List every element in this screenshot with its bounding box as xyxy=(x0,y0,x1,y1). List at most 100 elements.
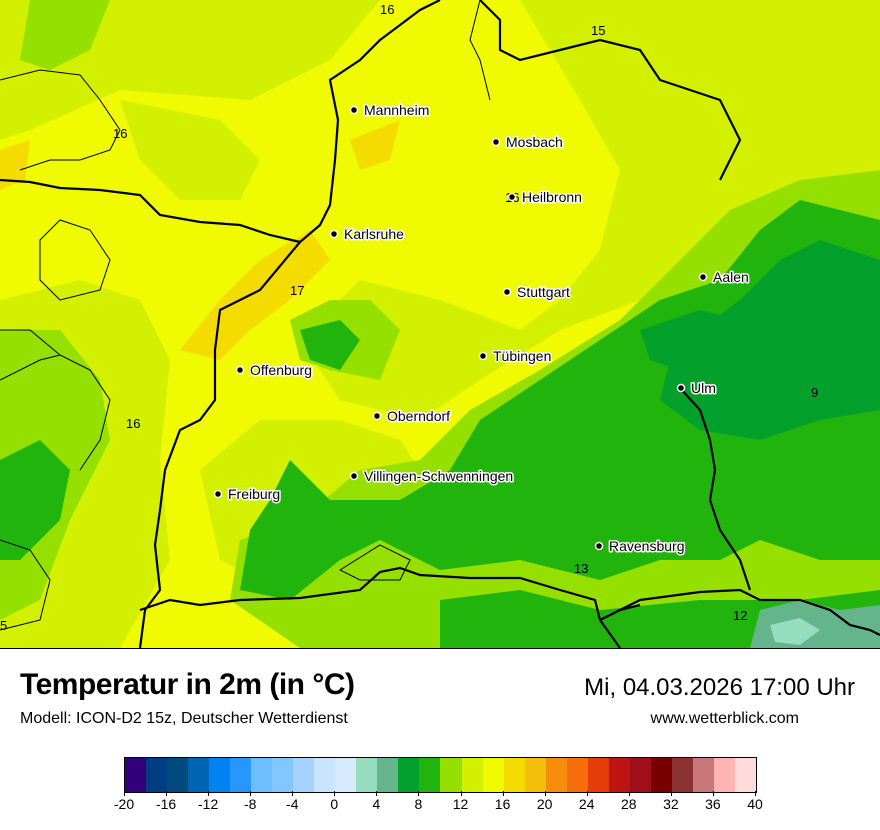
legend-tick-mark xyxy=(544,791,546,796)
legend-swatch xyxy=(587,758,609,792)
legend-swatch xyxy=(545,758,567,792)
legend-swatch xyxy=(398,758,420,792)
legend-tick-label: 40 xyxy=(747,796,763,812)
legend-tick-label: 36 xyxy=(705,796,721,812)
city-label: Aalen xyxy=(713,269,749,285)
legend-swatch xyxy=(377,758,399,792)
city-label: Villingen-Schwenningen xyxy=(364,468,513,484)
city-label: Freiburg xyxy=(228,486,280,502)
legend-swatch xyxy=(524,758,546,792)
isotherm-label: 12 xyxy=(733,608,747,623)
legend-tick-mark xyxy=(628,791,630,796)
website-link[interactable]: www.wetterblick.com xyxy=(650,710,799,727)
isotherm-label: 17 xyxy=(290,283,304,298)
legend-swatch xyxy=(251,758,273,792)
legend-swatch xyxy=(230,758,252,792)
legend-tick-mark xyxy=(460,791,462,796)
legend-tick-mark xyxy=(334,791,336,796)
city-dot xyxy=(507,192,517,202)
legend-tick-label: -16 xyxy=(155,796,177,812)
legend-tick-label: -4 xyxy=(286,796,299,812)
legend-tick-label: 24 xyxy=(578,796,595,812)
legend-tick-mark xyxy=(418,791,420,796)
legend-swatch xyxy=(440,758,462,792)
city-label: Tübingen xyxy=(493,348,551,364)
legend-swatch xyxy=(734,758,756,792)
city-dot xyxy=(349,471,359,481)
isotherm-label: 9 xyxy=(811,385,818,400)
legend-tick-mark xyxy=(670,791,672,796)
city-label: Stuttgart xyxy=(517,284,570,300)
city-label: Heilbronn xyxy=(522,189,582,205)
forecast-datetime: Mi, 04.03.2026 17:00 Uhr xyxy=(584,674,855,701)
city-label: Ulm xyxy=(691,380,716,396)
legend-tick-label: 12 xyxy=(452,796,469,812)
legend-tick-label: 0 xyxy=(330,796,339,812)
legend-tick-label: 20 xyxy=(536,796,553,812)
city-label: Mosbach xyxy=(506,134,563,150)
city-dot xyxy=(491,137,501,147)
city-dot xyxy=(698,272,708,282)
legend-swatch xyxy=(419,758,441,792)
legend-swatch xyxy=(146,758,168,792)
legend-tick-label: -20 xyxy=(113,796,135,812)
city-dot xyxy=(329,229,339,239)
city-label: Oberndorf xyxy=(387,408,450,424)
temperature-map[interactable]: 16 15 16 16 17 16 9 13 12 5 Mannheim Mosb… xyxy=(0,0,880,649)
legend-swatch xyxy=(314,758,336,792)
isotherm-label: 13 xyxy=(574,561,588,576)
isotherm-label: 16 xyxy=(380,2,394,17)
city-dot xyxy=(594,541,604,551)
legend-swatch xyxy=(566,758,588,792)
legend-swatch xyxy=(356,758,378,792)
legend-tick-label: 16 xyxy=(494,796,511,812)
legend-tick-label: -12 xyxy=(198,796,219,812)
city-label: Ravensburg xyxy=(609,538,685,554)
isotherm-label: 16 xyxy=(126,416,140,431)
legend-swatch xyxy=(713,758,735,792)
legend-swatch xyxy=(209,758,231,792)
city-dot xyxy=(213,489,223,499)
legend-tick-mark xyxy=(208,791,210,796)
city-dot xyxy=(349,105,359,115)
model-info: Modell: ICON-D2 15z, Deutscher Wetterdie… xyxy=(20,710,348,727)
isotherm-labels: 16 15 16 16 17 16 9 13 12 5 xyxy=(0,2,818,633)
legend-swatch xyxy=(650,758,672,792)
city-markers: Mannheim Mosbach Heilbronn Karlsruhe Aalen St… xyxy=(213,101,750,556)
legend-swatch xyxy=(272,758,294,792)
legend-tick-label: 28 xyxy=(621,796,637,812)
legend-swatch xyxy=(692,758,714,792)
city-dot xyxy=(502,287,512,297)
legend-swatch xyxy=(671,758,693,792)
city-label: Mannheim xyxy=(364,102,429,118)
legend-tick-mark xyxy=(124,791,125,796)
legend-swatch xyxy=(461,758,483,792)
legend-swatch xyxy=(629,758,651,792)
legend-tick-mark xyxy=(586,791,588,796)
legend-tick-mark xyxy=(502,791,504,796)
city-label: Offenburg xyxy=(250,362,312,378)
city-dot xyxy=(676,383,686,393)
legend-tick-label: -8 xyxy=(243,796,257,812)
legend-tick-mark xyxy=(166,791,168,796)
legend-swatch xyxy=(188,758,210,792)
isotherm-label: 16 xyxy=(113,126,127,141)
city-label: Karlsruhe xyxy=(344,226,404,242)
map-title: Temperatur in 2m (in °C) xyxy=(20,668,355,701)
legend-swatch xyxy=(482,758,504,792)
city-dot xyxy=(372,411,382,421)
legend-ticks: -20 -16 -12 -8 -4 0 4 8 12 16 20 24 28 32 36 40 xyxy=(114,791,763,821)
legend-tick-label: 8 xyxy=(414,796,423,812)
legend-swatch xyxy=(503,758,525,792)
legend-swatch xyxy=(125,758,147,792)
legend-tick-mark xyxy=(376,791,378,796)
legend-swatch xyxy=(293,758,315,792)
legend-swatch xyxy=(335,758,357,792)
isotherm-label: 5 xyxy=(0,618,7,633)
legend-swatch xyxy=(608,758,630,792)
city-dot xyxy=(478,351,488,361)
city-dot xyxy=(235,365,245,375)
legend-tick-label: 4 xyxy=(372,796,381,812)
legend-tick-label: 32 xyxy=(663,796,679,812)
legend-tick-mark xyxy=(292,791,294,796)
